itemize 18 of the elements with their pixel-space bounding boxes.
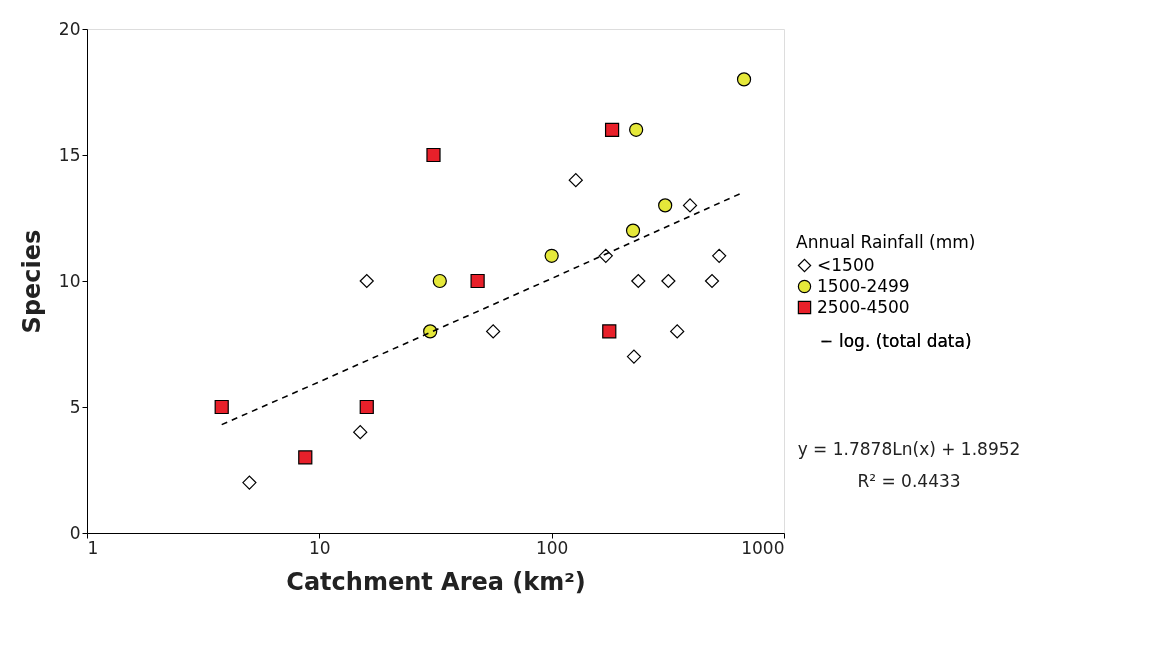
y-axis-title: Species bbox=[17, 229, 46, 334]
x-axis-title: Catchment Area (km²) bbox=[286, 567, 586, 596]
legend-title: Annual Rainfall (mm) bbox=[796, 232, 976, 252]
x-tick-label: 1 bbox=[87, 537, 99, 558]
text: y = 1.7878Ln(x) + 1.8952 bbox=[797, 439, 1021, 459]
x-tick-label: 100 bbox=[535, 537, 569, 558]
y-tick-label: 5 bbox=[69, 396, 81, 417]
text: R² = 0.4433 bbox=[857, 471, 961, 491]
y-tick-label: 15 bbox=[58, 144, 81, 165]
x-tick-label: 10 bbox=[309, 537, 331, 558]
y-tick-label: 20 bbox=[58, 18, 81, 39]
x-tick-label: 1000 bbox=[741, 537, 785, 558]
legend-label: <1500 bbox=[817, 254, 875, 275]
y-tick-label: 10 bbox=[58, 270, 81, 291]
y-tick-label: 0 bbox=[69, 522, 81, 543]
legend-label: log. (total data) bbox=[839, 330, 972, 351]
legend-label: 2500-4500 bbox=[817, 296, 910, 317]
legend-label: 1500-2499 bbox=[817, 275, 910, 296]
